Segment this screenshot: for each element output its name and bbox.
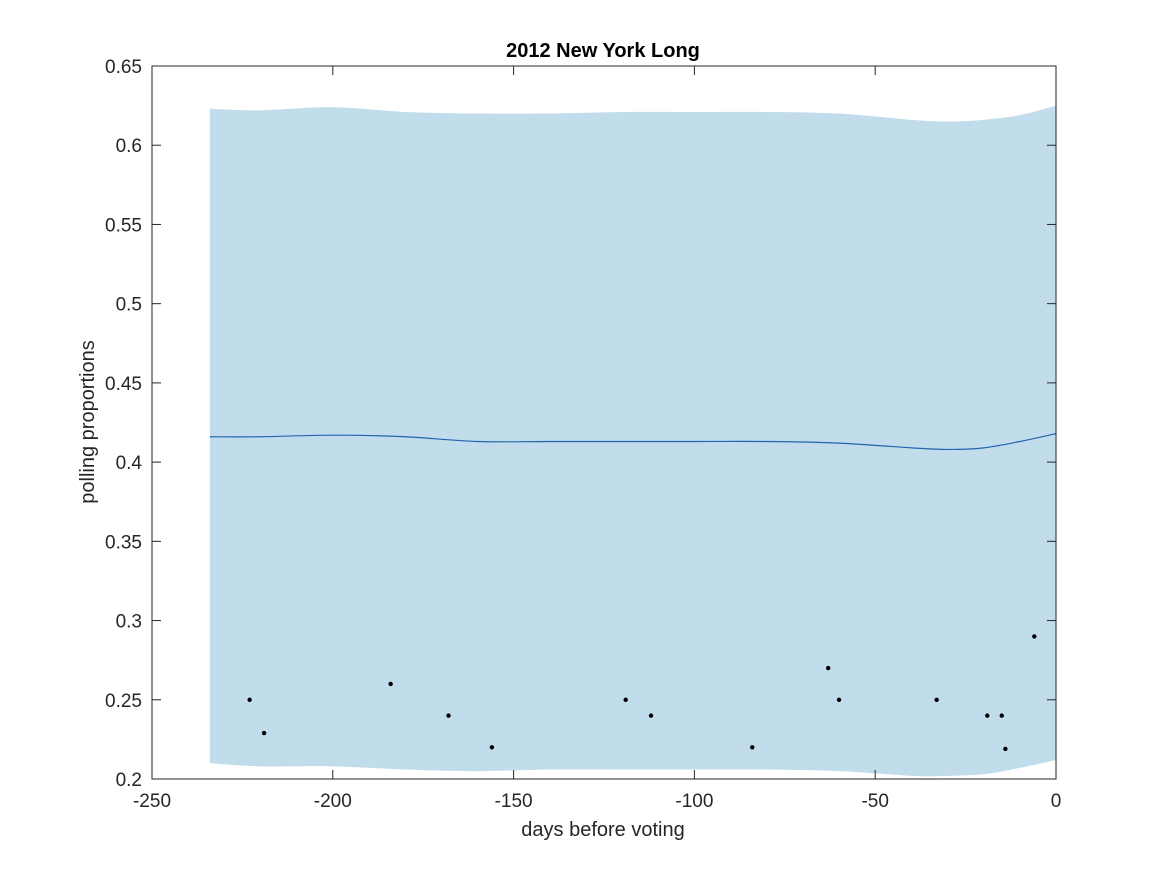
y-tick-label: 0.35 [105, 532, 142, 553]
x-axis-label: days before voting [521, 819, 684, 841]
poll-point [1032, 634, 1037, 639]
poll-point [825, 665, 831, 671]
y-tick-label: 0.25 [105, 691, 142, 712]
y-tick-label: 0.3 [116, 612, 142, 633]
y-tick-label: 0.6 [116, 136, 142, 157]
poll-point [934, 697, 939, 702]
y-tick-label: 0.45 [105, 374, 142, 395]
poll-point [446, 713, 451, 718]
y-tick-label: 0.5 [116, 295, 142, 316]
y-tick-label: 0.2 [116, 770, 142, 791]
x-tick-label: -150 [495, 791, 533, 812]
y-tick-label: 0.55 [105, 215, 142, 236]
poll-point [489, 745, 495, 750]
poll-point [261, 730, 267, 736]
axes-box [151, 65, 1057, 780]
poll-point [623, 697, 628, 702]
poll-point [750, 745, 755, 750]
poll-point [1003, 746, 1008, 752]
y-axis-label: polling proportions [77, 340, 99, 503]
poll-point [985, 713, 990, 718]
x-tick-label: -50 [861, 791, 888, 812]
x-tick-label: 0 [1051, 791, 1062, 812]
y-tick-label: 0.65 [105, 57, 142, 78]
y-tick-label: 0.4 [116, 453, 143, 474]
poll-point [648, 713, 654, 718]
x-tick-label: -200 [314, 791, 352, 812]
poll-point [388, 681, 393, 687]
chart-title: 2012 New York Long [506, 40, 700, 62]
poll-point [999, 713, 1004, 718]
poll-point [247, 697, 252, 702]
mean-line [209, 433, 1057, 451]
poll-point [836, 697, 842, 702]
plot-area: -250 -200 -150 -100 -50 0 0.2 0.25 0.3 0.35 0.4 0.4… [105, 57, 1061, 812]
x-tick-label: -100 [675, 791, 713, 812]
x-tick-label: -250 [133, 791, 171, 812]
